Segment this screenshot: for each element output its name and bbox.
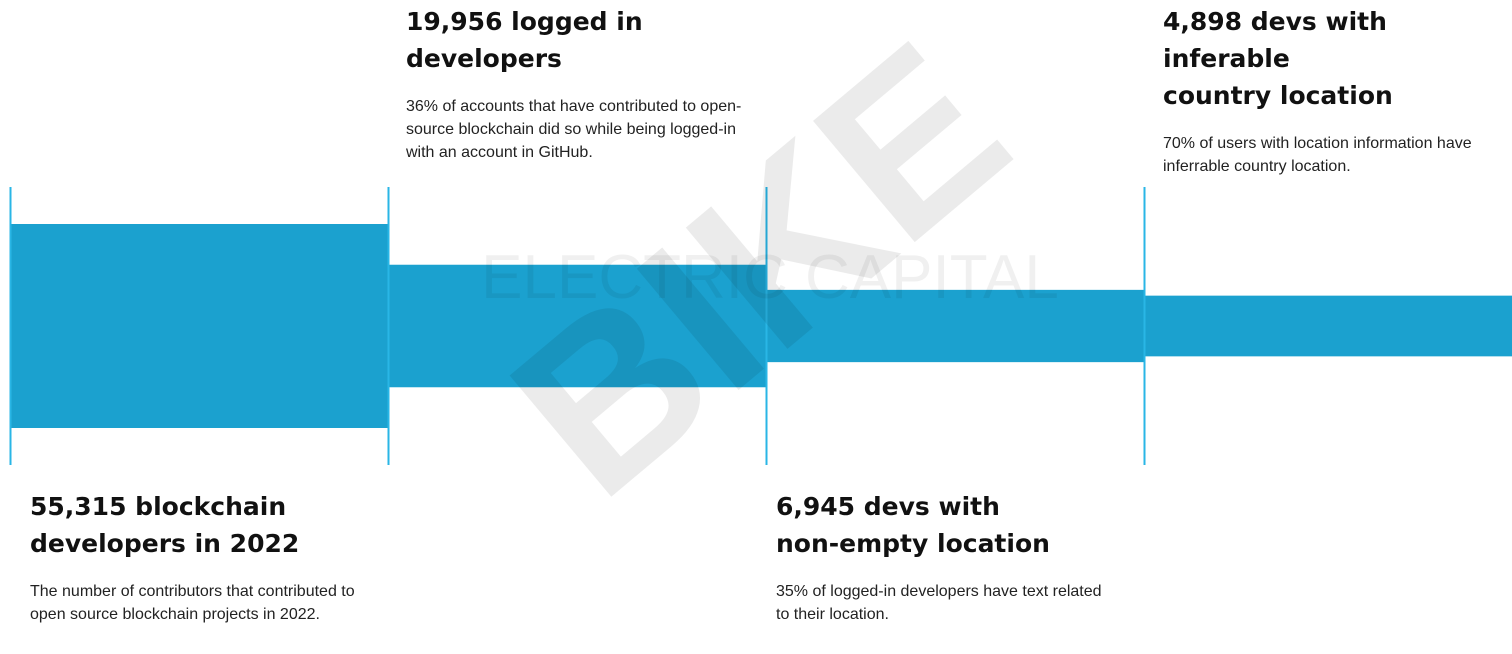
funnel-bar-3 — [1144, 295, 1512, 357]
stage-description: 36% of accounts that have contributed to… — [406, 98, 742, 161]
funnel-bars — [10, 224, 1512, 428]
stage-title: 4,898 devs with inferable country locati… — [1163, 7, 1393, 110]
funnel-bar-0 — [10, 224, 388, 428]
stage-title: 19,956 logged in developers — [406, 7, 643, 73]
brand-watermark: ELECTRIC CAPITAL — [481, 243, 1059, 312]
stage-description: 70% of users with location information h… — [1163, 135, 1472, 175]
stage-description: The number of contributors that contribu… — [30, 583, 355, 623]
stage-description: 35% of logged-in developers have text re… — [776, 583, 1102, 623]
stage-title: 6,945 devs with non-empty location — [776, 492, 1050, 558]
stage-logged-in-developers: 19,956 logged in developers 36% of accou… — [406, 3, 751, 164]
stage-dividers — [9, 187, 1146, 465]
stage-title: 55,315 blockchain developers in 2022 — [30, 492, 300, 558]
stage-non-empty-location: 6,945 devs with non-empty location 35% o… — [776, 488, 1106, 626]
funnel-bar-1 — [388, 264, 766, 388]
stage-blockchain-developers: 55,315 blockchain developers in 2022 The… — [30, 488, 370, 626]
funnel-bar-2 — [766, 289, 1144, 363]
stage-inferable-country: 4,898 devs with inferable country locati… — [1163, 3, 1508, 178]
